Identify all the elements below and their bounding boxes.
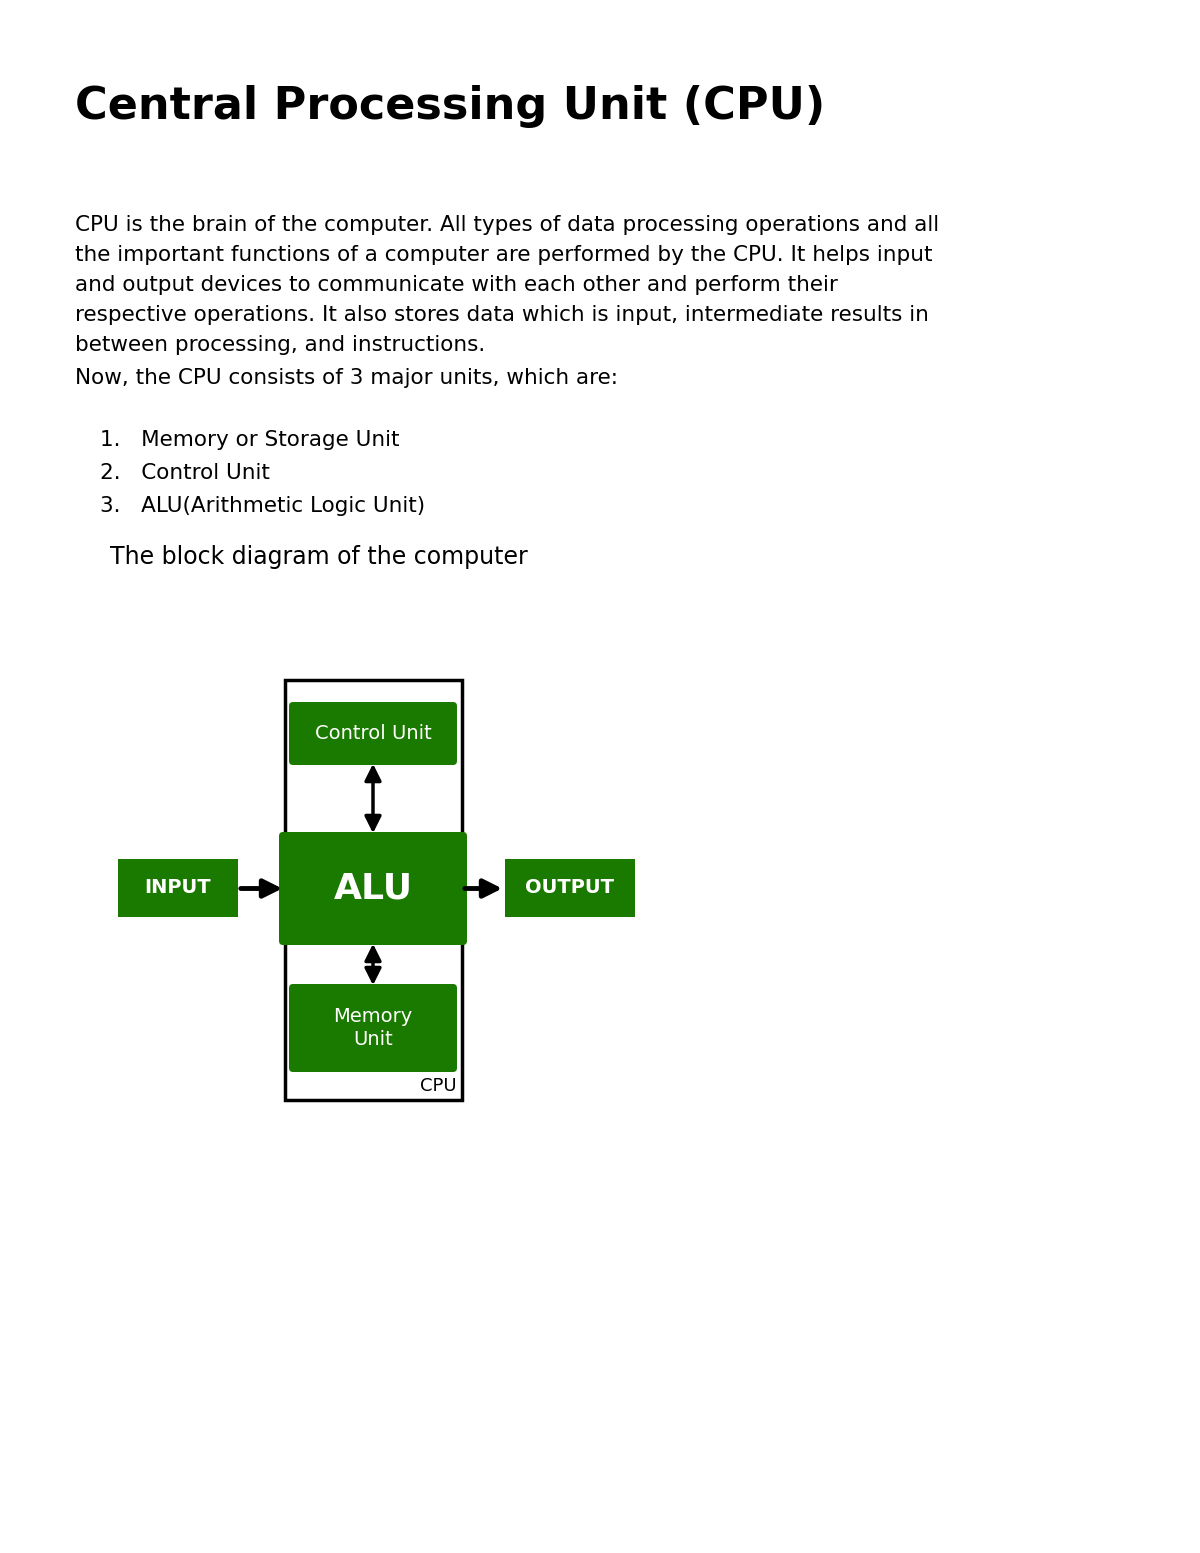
- Text: Control Unit: Control Unit: [314, 724, 431, 742]
- Text: respective operations. It also stores data which is input, intermediate results : respective operations. It also stores da…: [74, 304, 929, 325]
- Text: OUTPUT: OUTPUT: [526, 877, 614, 898]
- Text: the important functions of a computer are performed by the CPU. It helps input: the important functions of a computer ar…: [74, 245, 932, 266]
- Bar: [505, 859, 635, 916]
- Text: between processing, and instructions.: between processing, and instructions.: [74, 335, 485, 356]
- Bar: [118, 859, 238, 916]
- Text: 2.   Control Unit: 2. Control Unit: [100, 463, 270, 483]
- FancyBboxPatch shape: [289, 702, 457, 766]
- Text: Now, the CPU consists of 3 major units, which are:: Now, the CPU consists of 3 major units, …: [74, 368, 618, 388]
- Text: Memory
Unit: Memory Unit: [334, 1006, 413, 1050]
- Text: ALU: ALU: [334, 871, 413, 905]
- Text: The block diagram of the computer: The block diagram of the computer: [110, 545, 528, 568]
- Text: CPU: CPU: [420, 1076, 457, 1095]
- FancyBboxPatch shape: [289, 985, 457, 1072]
- Bar: [286, 680, 462, 1100]
- FancyBboxPatch shape: [278, 832, 467, 944]
- Text: Central Processing Unit (CPU): Central Processing Unit (CPU): [74, 85, 826, 127]
- Text: 1.   Memory or Storage Unit: 1. Memory or Storage Unit: [100, 430, 400, 450]
- Text: CPU is the brain of the computer. All types of data processing operations and al: CPU is the brain of the computer. All ty…: [74, 214, 940, 235]
- Text: INPUT: INPUT: [145, 877, 211, 898]
- Text: and output devices to communicate with each other and perform their: and output devices to communicate with e…: [74, 275, 838, 295]
- Text: 3.   ALU(Arithmetic Logic Unit): 3. ALU(Arithmetic Logic Unit): [100, 495, 425, 516]
